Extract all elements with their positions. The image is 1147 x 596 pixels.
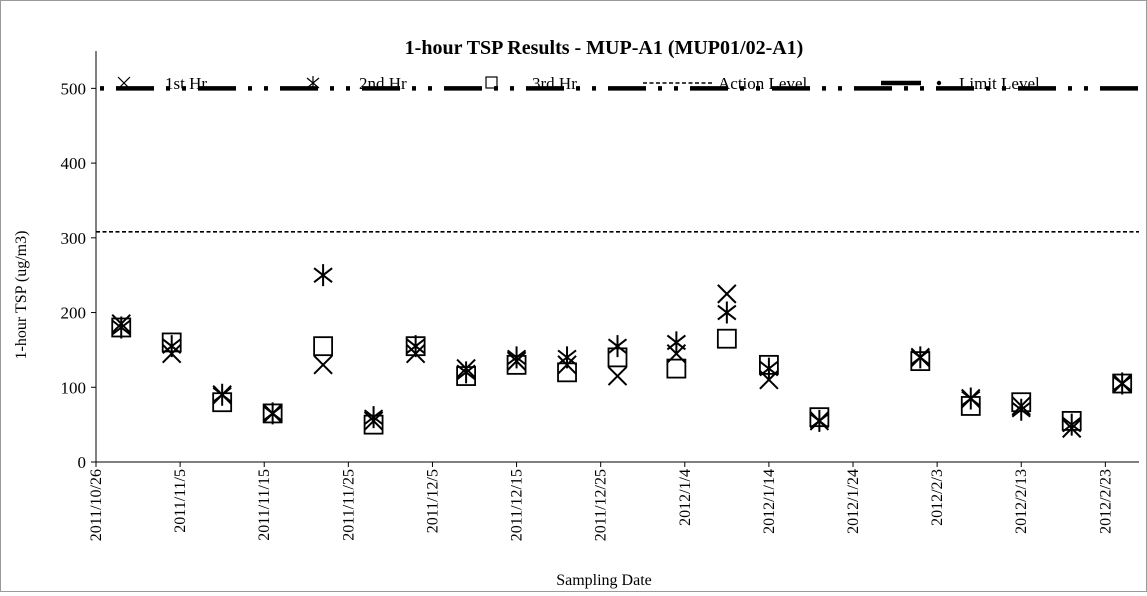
- point-2nd-hr: [363, 406, 384, 429]
- point-2nd-hr: [456, 361, 476, 384]
- y-tick-label: 300: [61, 229, 87, 248]
- point-2nd-hr: [666, 331, 686, 354]
- point-3rd-hr: [161, 332, 182, 353]
- x-tick-label: 2012/2/3: [929, 469, 946, 526]
- x-tick-label: 2011/11/5: [172, 469, 189, 533]
- x-tick-label: 2012/1/14: [761, 469, 778, 534]
- x-tick-label: 2011/11/15: [256, 469, 273, 541]
- point-2nd-hr: [506, 346, 527, 369]
- y-tick-label: 500: [61, 79, 87, 98]
- point-2nd-hr: [1062, 413, 1082, 436]
- axes: 0 100 200 300 400 500 2011/10/26 2011/11/5 2011/…: [61, 51, 1139, 541]
- point-3rd-hr: [809, 407, 830, 428]
- point-2nd-hr: [607, 335, 628, 358]
- y-tick-label: 0: [78, 453, 87, 472]
- point-2nd-hr: [557, 346, 577, 369]
- reference-lines: [96, 86, 1139, 233]
- y-axis-label: 1-hour TSP (ug/m3): [13, 231, 30, 360]
- point-3rd-hr: [405, 336, 426, 357]
- x-tick-label: 2012/1/4: [677, 469, 694, 526]
- point-3rd-hr: [506, 354, 527, 375]
- point-3rd-hr: [716, 328, 737, 349]
- x-tick-label: 2011/10/26: [88, 469, 105, 541]
- y-tick-label: 400: [61, 154, 87, 173]
- point-2nd-hr: [1112, 372, 1132, 395]
- point-3rd-hr: [666, 358, 687, 379]
- point-3rd-hr: [111, 317, 132, 338]
- point-1st-hr: [607, 366, 628, 386]
- point-3rd-hr: [456, 366, 476, 386]
- point-3rd-hr: [212, 392, 233, 413]
- y-tick-label: 200: [61, 304, 87, 323]
- point-2nd-hr: [717, 301, 737, 324]
- data-points: [111, 264, 1133, 439]
- point-2nd-hr: [111, 316, 131, 339]
- x-tick-label: 2012/2/13: [1013, 469, 1030, 534]
- point-3rd-hr: [607, 347, 628, 368]
- point-3rd-hr: [313, 336, 334, 357]
- point-2nd-hr: [961, 387, 981, 410]
- point-1st-hr: [717, 284, 737, 304]
- x-tick-label: 2011/11/25: [340, 469, 357, 541]
- point-2nd-hr: [406, 335, 426, 358]
- point-3rd-hr: [262, 403, 283, 424]
- point-3rd-hr: [960, 396, 981, 416]
- point-1st-hr: [313, 355, 333, 375]
- point-2nd-hr: [313, 264, 333, 287]
- point-3rd-hr: [1061, 410, 1082, 431]
- point-2nd-hr: [212, 383, 232, 406]
- y-tick-label: 100: [61, 378, 87, 397]
- x-tick-label: 2012/2/23: [1097, 469, 1114, 534]
- x-tick-label: 2011/12/25: [593, 469, 610, 541]
- point-3rd-hr: [363, 414, 384, 435]
- x-tick-label: 2011/12/15: [509, 469, 526, 541]
- point-2nd-hr: [1011, 398, 1031, 421]
- point-2nd-hr: [759, 357, 779, 380]
- point-3rd-hr: [1112, 373, 1133, 394]
- chart-title: 1-hour TSP Results - MUP-A1 (MUP01/02-A1…: [405, 37, 804, 59]
- square-marker-icon: [485, 76, 498, 89]
- point-3rd-hr: [557, 362, 577, 383]
- dash-dot-dot-icon: [936, 80, 942, 86]
- x-tick-label: 2012/1/24: [845, 469, 862, 534]
- point-2nd-hr: [263, 402, 283, 425]
- x-tick-label: 2011/12/5: [424, 469, 441, 533]
- point-3rd-hr: [1011, 392, 1032, 413]
- x-axis-label: Sampling Date: [556, 572, 652, 589]
- point-3rd-hr: [910, 351, 931, 372]
- legend-label-1st-hr: 1st Hr: [165, 74, 207, 93]
- point-3rd-hr: [759, 354, 779, 375]
